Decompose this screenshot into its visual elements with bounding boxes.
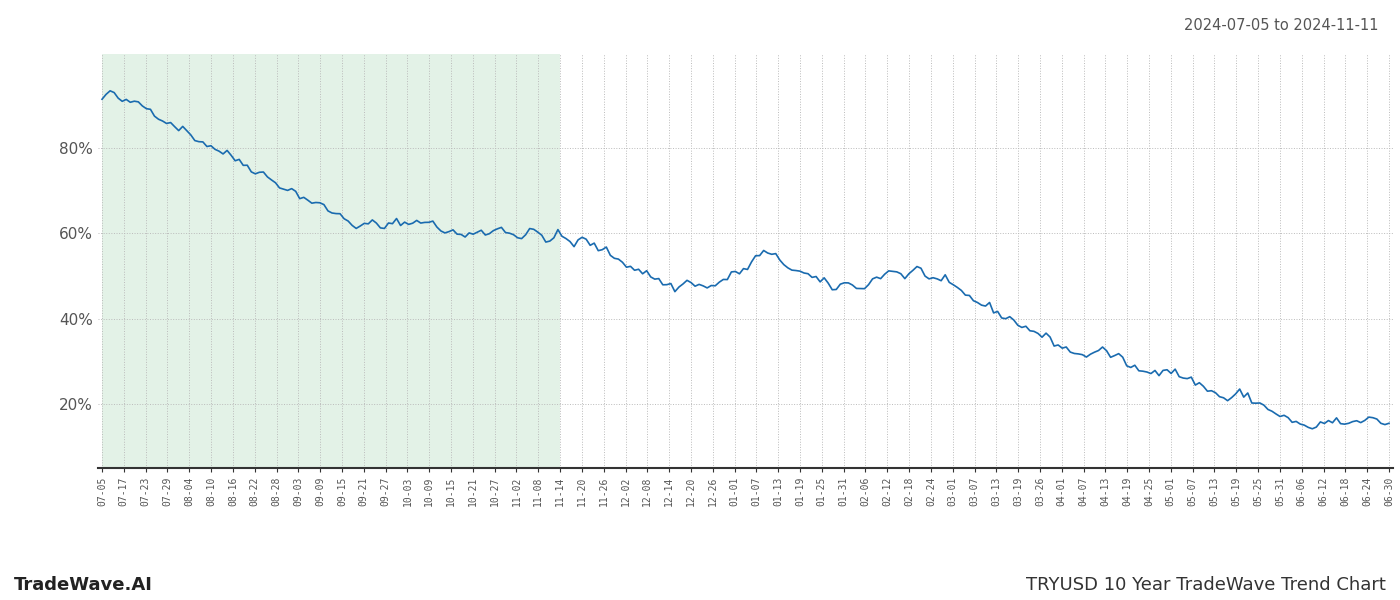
Bar: [102, 54, 560, 468]
Text: TradeWave.AI: TradeWave.AI: [14, 576, 153, 594]
Text: 2024-07-05 to 2024-11-11: 2024-07-05 to 2024-11-11: [1184, 18, 1379, 33]
Text: TRYUSD 10 Year TradeWave Trend Chart: TRYUSD 10 Year TradeWave Trend Chart: [1026, 576, 1386, 594]
